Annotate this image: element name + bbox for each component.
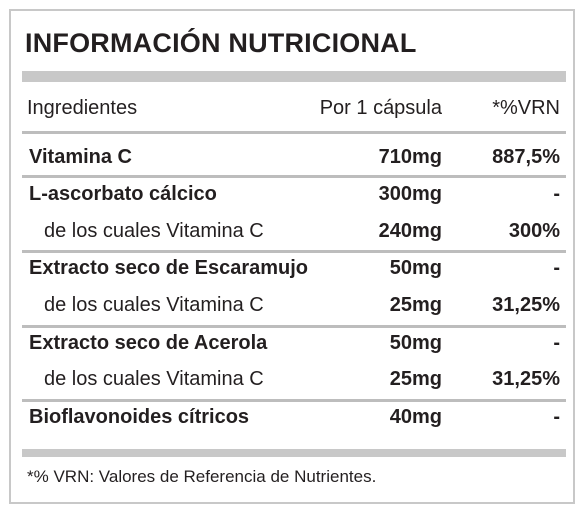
row-name-sub: de los cuales Vitamina C xyxy=(44,220,264,242)
row-qty: 300mg xyxy=(378,183,442,205)
row-vrn: 31,25% xyxy=(492,294,560,316)
row-divider xyxy=(22,325,566,328)
row-name: Vitamina C xyxy=(29,146,132,168)
row-name-sub: de los cuales Vitamina C xyxy=(44,294,264,316)
header-divider xyxy=(22,131,566,134)
row-qty: 710mg xyxy=(378,146,442,168)
row-vrn: - xyxy=(553,257,560,279)
row-vrn: - xyxy=(553,332,560,354)
row-vrn: - xyxy=(553,183,560,205)
row-vrn: - xyxy=(553,406,560,428)
row-name: Bioflavonoides cítricos xyxy=(29,406,250,428)
row-name: Extracto seco de Escaramujo xyxy=(29,257,309,279)
row-qty: 25mg xyxy=(389,294,442,316)
row-name-sub: de los cuales Vitamina C xyxy=(44,368,264,390)
header-ingredients: Ingredientes xyxy=(27,97,138,119)
label-frame xyxy=(9,9,575,504)
row-vrn: 887,5% xyxy=(492,146,560,168)
header-per-capsule: Por 1 cápsula xyxy=(319,97,442,119)
row-qty: 50mg xyxy=(389,332,442,354)
row-qty: 240mg xyxy=(378,220,442,242)
row-qty: 40mg xyxy=(389,406,442,428)
header-vrn: *%VRN xyxy=(492,97,560,119)
row-divider xyxy=(22,250,566,253)
row-qty: 25mg xyxy=(389,368,442,390)
bottom-bar xyxy=(22,449,566,457)
footnote: *% VRN: Valores de Referencia de Nutrien… xyxy=(27,467,377,486)
title-underline-bar xyxy=(22,71,566,82)
row-qty: 50mg xyxy=(389,257,442,279)
row-vrn: 300% xyxy=(508,220,560,242)
table-title: INFORMACIÓN NUTRICIONAL xyxy=(25,28,417,58)
row-name: L-ascorbato cálcico xyxy=(29,183,217,205)
row-divider xyxy=(22,175,566,178)
row-divider xyxy=(22,399,566,402)
row-name: Extracto seco de Acerola xyxy=(29,332,268,354)
row-vrn: 31,25% xyxy=(492,368,560,390)
